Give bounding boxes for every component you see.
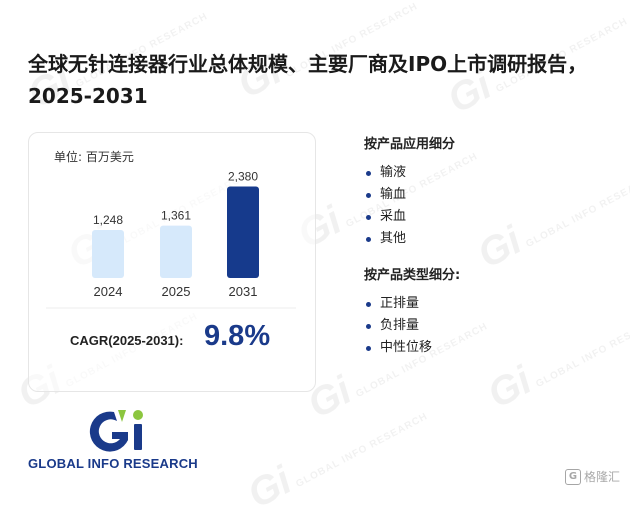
bar-chart: 1,248 2024 1,361 2025 2,380 2031 — [46, 169, 296, 309]
gi-logo-icon — [89, 410, 143, 452]
data-label: 2,380 — [228, 169, 258, 183]
bar-2024 — [92, 230, 124, 278]
cagr-label: CAGR(2025-2031): — [70, 333, 184, 348]
type-item: 负排量 — [364, 315, 460, 337]
type-heading: 按产品类型细分: — [364, 268, 461, 283]
type-item: 中性位移 — [364, 337, 460, 359]
gelonghui-badge: G 格隆汇 — [564, 468, 620, 485]
type-segment: 按产品类型细分: 正排量 负排量 中性位移 — [364, 264, 460, 359]
watermark-logo: GiGLOBAL INFO RESEARCH — [240, 410, 430, 517]
gelonghui-logo-icon: G — [564, 468, 581, 485]
category-label: 2025 — [162, 284, 191, 299]
watermark-logo: GiGLOBAL INFO RESEARCH — [480, 310, 630, 417]
type-list: 正排量 负排量 中性位移 — [364, 293, 460, 359]
bar-2031 — [227, 186, 259, 278]
watermark-logo: GiGLOBAL INFO RESEARCH — [470, 170, 630, 277]
application-heading: 按产品应用细分 — [364, 137, 456, 152]
cagr-value: 9.8% — [204, 320, 271, 352]
data-label: 1,361 — [161, 209, 191, 223]
unit-label: 单位: 百万美元 — [54, 150, 134, 164]
data-label: 1,248 — [93, 213, 123, 227]
application-item: 输液 — [364, 162, 455, 184]
application-segment: 按产品应用细分 输液 输血 采血 其他 — [364, 133, 455, 250]
bar-2025 — [160, 225, 192, 278]
brand-name: GLOBAL INFO RESEARCH — [28, 456, 198, 471]
gelonghui-text: 格隆汇 — [583, 470, 620, 484]
category-label: 2024 — [94, 284, 123, 299]
page-title: 全球无针连接器行业总体规模、主要厂商及IPO上市调研报告，2025-2031 — [28, 52, 588, 108]
category-label: 2031 — [229, 284, 258, 299]
application-item: 其他 — [364, 228, 455, 250]
type-item: 正排量 — [364, 293, 460, 315]
application-item: 输血 — [364, 184, 455, 206]
application-list: 输液 输血 采血 其他 — [364, 162, 455, 250]
application-item: 采血 — [364, 206, 455, 228]
